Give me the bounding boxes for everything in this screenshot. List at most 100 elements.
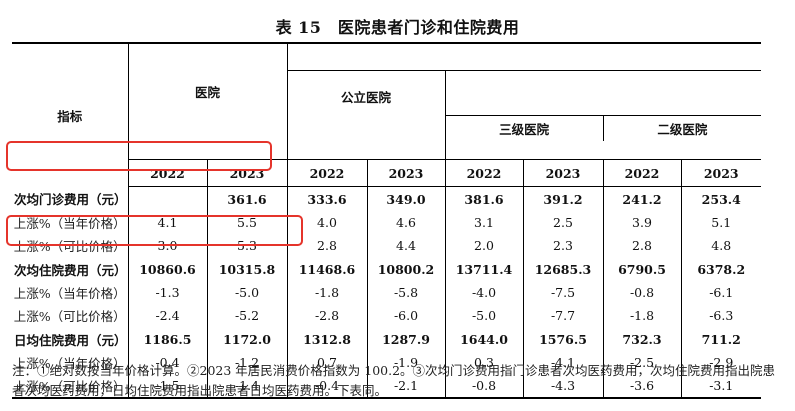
table-cell: 4.0 [287, 211, 368, 234]
table-cell: 4.6 [367, 211, 446, 234]
public-hospital-header: 公立医院 [287, 70, 446, 160]
table-cell: -0.8 [603, 281, 682, 304]
table-cell: -5.0 [445, 304, 524, 327]
table-cell: -3.6 [603, 374, 682, 399]
table-cell: 6378.2 [697, 261, 746, 277]
table-cell: 1186.5 [128, 327, 208, 351]
table-cell: 10315.8 [207, 257, 288, 281]
year-header: 2022 [603, 159, 682, 187]
table-cell: 0.3 [445, 351, 524, 374]
table-row: 日均住院费用（元） 1186.5 1172.0 1312.8 1287.9 1644.0 1… [12, 327, 761, 351]
table-cell: -1.5 [128, 374, 208, 399]
table-cell: -5.2 [207, 304, 288, 327]
footnote: 注：①绝对数按当年价格计算。②2023 年居民消费价格指数为 100.2。③次均… [12, 363, 776, 398]
table-cell: 381.6 [445, 186, 524, 211]
table-cell: -2.8 [287, 304, 368, 327]
table-cell: 2.3 [523, 234, 604, 257]
row-label: 上涨%（当年价格） [12, 351, 129, 374]
table-cell: -1.2 [207, 351, 288, 374]
table-cell: 253.4 [701, 191, 741, 207]
row-label: 次均门诊费用（元） [12, 186, 129, 211]
table-cell: 1172.0 [207, 327, 288, 351]
table-row: 上涨%（当年价格） -1.3 -5.0 -1.8 -5.8 -4.0 -7.5 -0.8 -6.… [12, 281, 761, 304]
table-cell: -6.3 [709, 308, 734, 323]
table-cell: -4.0 [445, 281, 524, 304]
table-cell: 3.9 [603, 211, 682, 234]
table-cell: -2.9 [709, 355, 734, 370]
table-row: 上涨%（可比价格） -2.4 -5.2 -2.8 -6.0 -5.0 -7.7 -1.8 -6.… [12, 304, 761, 327]
row-label: 日均住院费用（元） [12, 327, 129, 351]
table-cell: 732.3 [603, 327, 682, 351]
table-cell: -0.8 [445, 374, 524, 399]
table-cell: 333.6 [287, 186, 368, 211]
table-cell: 391.2 [523, 186, 604, 211]
table-cell: 1644.0 [445, 327, 524, 351]
table-cell: 2.8 [603, 234, 682, 257]
table-cell: -1.8 [287, 281, 368, 304]
table-cell: 13711.4 [445, 257, 524, 281]
highlight-box-outpatient [6, 141, 272, 171]
row-label: 次均住院费用（元） [12, 257, 129, 281]
table-cell: -7.5 [523, 281, 604, 304]
table-cell: 241.2 [603, 186, 682, 211]
table-row: 次均门诊费用（元） 361.6 333.6 349.0 381.6 391.2 241.2 2… [12, 186, 761, 211]
year-header: 2022 [445, 159, 524, 187]
table-cell: -5.8 [367, 281, 446, 304]
table-cell: 4.8 [711, 238, 732, 253]
table-cell: -6.1 [709, 285, 734, 300]
table-cell [128, 186, 208, 211]
table-cell: -2.4 [128, 304, 208, 327]
table-cell: -6.0 [367, 304, 446, 327]
table-cell: -1.3 [128, 281, 208, 304]
table-cell: -2.1 [367, 374, 446, 399]
table-cell: 10860.6 [128, 257, 208, 281]
table-title: 表 15 医院患者门诊和住院费用 [275, 18, 520, 37]
table-cell: 2.8 [287, 234, 368, 257]
table-cell: 2.5 [523, 211, 604, 234]
spacer [287, 42, 761, 71]
table-cell: 361.6 [207, 186, 288, 211]
tier-headers: 三级医院 二级医院 [445, 70, 761, 160]
tier2-header: 二级医院 [603, 115, 761, 141]
table-cell: 5.1 [711, 215, 732, 230]
year-header: 2023 [367, 159, 446, 187]
table-cell: 0.7 [287, 351, 368, 374]
table-cell: 10800.2 [367, 257, 446, 281]
table-cell: -2.5 [603, 351, 682, 374]
row-label: 上涨%（可比价格） [12, 304, 129, 327]
table-cell: 12685.3 [523, 257, 604, 281]
indicator-header: 指标 [12, 42, 129, 187]
table-cell: 1287.9 [367, 327, 446, 351]
table-row: 上涨%（可比价格） -1.5 -1.4 -0.4 -2.1 -0.8 -4.3 -3.6 -3.… [12, 374, 761, 399]
table-cell: -3.1 [681, 374, 761, 399]
row-label: 上涨%（可比价格） [12, 374, 129, 399]
table-cell: -4.3 [523, 374, 604, 399]
table-cell: -1.4 [207, 374, 288, 399]
highlight-box-inpatient [6, 215, 303, 246]
table-cell: -1.9 [367, 351, 446, 374]
table-row: 次均住院费用（元） 10860.6 10315.8 11468.6 10800.2 137… [12, 257, 761, 281]
hospital-header: 医院 [128, 42, 288, 160]
table-cell: -4.1 [523, 351, 604, 374]
table-cell: 711.2 [701, 331, 741, 347]
table-cell: 349.0 [367, 186, 446, 211]
table-cell: 6790.5 [603, 257, 682, 281]
table-row: 上涨%（当年价格） -0.4 -1.2 0.7 -1.9 0.3 -4.1 -2.5 -2.9 [12, 351, 761, 374]
table-cell: -0.4 [287, 374, 368, 399]
table-cell: 1576.5 [523, 327, 604, 351]
year-header: 2023 [681, 159, 761, 187]
year-header: 2023 [523, 159, 604, 187]
table-cell: -5.0 [207, 281, 288, 304]
table-cell: 11468.6 [287, 257, 368, 281]
table-cell: -0.4 [128, 351, 208, 374]
table-cell: -1.8 [603, 304, 682, 327]
row-label: 上涨%（当年价格） [12, 281, 129, 304]
tier3-header: 三级医院 [445, 115, 604, 141]
table-cell: 2.0 [445, 234, 524, 257]
table-cell: -7.7 [523, 304, 604, 327]
table-cell: 1312.8 [287, 327, 368, 351]
table-cell: 3.1 [445, 211, 524, 234]
table-cell: 4.4 [367, 234, 446, 257]
year-header: 2023 [207, 159, 288, 187]
year-header: 2022 [287, 159, 368, 187]
